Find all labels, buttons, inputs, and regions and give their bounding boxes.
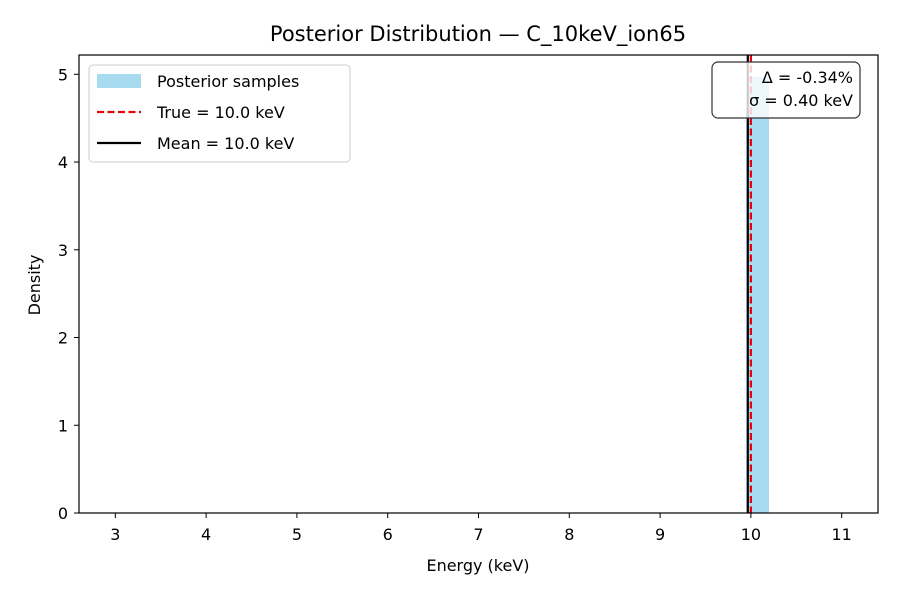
legend-frame (88, 64, 351, 163)
plot-area (78, 54, 879, 514)
x-tick-label: 6 (383, 525, 393, 544)
x-tick-label: 10 (741, 525, 761, 544)
x-tick-label: 3 (110, 525, 120, 544)
chart-title: Posterior Distribution — C_10keV_ion65 (270, 22, 686, 47)
legend-true-label: True = 10.0 keV (156, 103, 285, 122)
y-tick-label: 5 (58, 65, 68, 84)
x-tick-label: 7 (473, 525, 483, 544)
x-tick-label: 4 (201, 525, 211, 544)
legend-posterior-label: Posterior samples (157, 72, 299, 91)
stats-delta: Δ = -0.34% (762, 68, 853, 87)
y-tick-label: 3 (58, 241, 68, 260)
histogram-bar (746, 76, 770, 513)
x-axis: 3 4 5 6 7 8 9 10 11 (110, 513, 852, 544)
stats-annotation: Δ = -0.34% σ = 0.40 keV (711, 61, 861, 119)
stats-frame (711, 61, 861, 119)
x-tick-label: 11 (832, 525, 852, 544)
y-tick-label: 2 (58, 329, 68, 348)
y-tick-label: 0 (58, 504, 68, 523)
y-tick-label: 1 (58, 416, 68, 435)
y-tick-label: 4 (58, 153, 68, 172)
y-axis-label: Density (25, 255, 44, 316)
legend-mean-label: Mean = 10.0 keV (157, 134, 294, 153)
legend-posterior-swatch (97, 74, 141, 88)
x-tick-label: 8 (564, 525, 574, 544)
x-tick-label: 9 (655, 525, 665, 544)
x-axis-label: Energy (keV) (426, 556, 529, 575)
y-axis: 0 1 2 3 4 5 (58, 65, 79, 523)
legend: Posterior samples True = 10.0 keV Mean =… (88, 64, 351, 163)
stats-sigma: σ = 0.40 keV (749, 91, 853, 110)
x-tick-label: 5 (292, 525, 302, 544)
